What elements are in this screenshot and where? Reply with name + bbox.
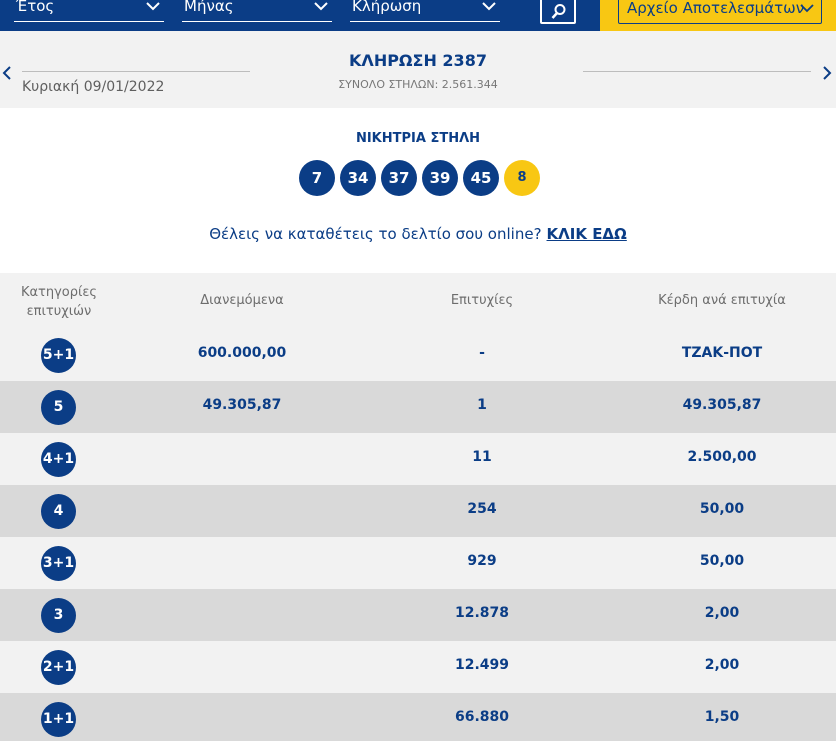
- archive-panel: Αρχείο Αποτελεσμάτων: [600, 0, 836, 31]
- table-row: 3 12.878 2,00: [0, 589, 836, 641]
- chevron-down-icon: [146, 2, 160, 11]
- year-dropdown-label: Έτος: [16, 0, 55, 15]
- chevron-right-icon[interactable]: [822, 66, 832, 80]
- draw-date: Κυριακή 09/01/2022: [22, 79, 165, 95]
- table-row: 5 49.305,87 1 49.305,87: [0, 381, 836, 433]
- table-row: 4+1 11 2.500,00: [0, 433, 836, 485]
- draw-dropdown[interactable]: Κλήρωση: [350, 0, 500, 22]
- winning-title: ΝΙΚΗΤΡΙΑ ΣΤΗΛΗ: [355, 131, 481, 146]
- header-distributed: Διανεμόμενα: [200, 293, 284, 308]
- distributed-cell: 49.305,87: [202, 397, 282, 413]
- draw-header: Κυριακή 09/01/2022 ΚΛΗΡΩΣΗ 2387 ΣΥΝΟΛΟ Σ…: [0, 31, 836, 108]
- chevron-down-icon: [314, 2, 328, 11]
- prize-cell: 2,00: [704, 657, 740, 673]
- category-badge: 3+1: [41, 546, 76, 581]
- prize-cell: 50,00: [699, 501, 745, 517]
- winners-cell: 11: [472, 449, 492, 465]
- prize-cell: ΤΖΑΚ-ΠΟΤ: [681, 345, 763, 361]
- promo-text: Θέλεις να καταθέτεις το δελτίο σου onlin…: [209, 225, 542, 243]
- winners-cell: 929: [467, 553, 497, 569]
- table-row: 2+1 12.499 2,00: [0, 641, 836, 693]
- prize-cell: 50,00: [699, 553, 745, 569]
- prize-cell: 2,00: [704, 605, 740, 621]
- search-button[interactable]: [540, 0, 576, 24]
- archive-dropdown[interactable]: Αρχείο Αποτελεσμάτων: [618, 0, 822, 24]
- category-badge: 2+1: [41, 650, 76, 685]
- prize-cell: 2.500,00: [687, 449, 757, 465]
- winners-cell: 254: [467, 501, 497, 517]
- winners-cell: 12.499: [454, 657, 510, 673]
- draw-dropdown-label: Κλήρωση: [352, 0, 422, 15]
- promo-link[interactable]: ΚΛΙΚ ΕΔΩ: [546, 225, 627, 243]
- winners-cell: 66.880: [454, 709, 510, 725]
- header-prize: Κέρδη ανά επιτυχία: [658, 293, 786, 308]
- bonus-ball: 8: [504, 160, 540, 196]
- draw-total-columns: ΣΥΝΟΛΟ ΣΤΗΛΩΝ: 2.561.344: [338, 78, 498, 91]
- divider-right: [583, 71, 811, 72]
- month-dropdown[interactable]: Μήνας: [182, 0, 332, 22]
- category-badge: 3: [41, 598, 76, 633]
- prize-cell: 49.305,87: [682, 397, 762, 413]
- winning-ball: 7: [299, 160, 335, 196]
- prize-cell: 1,50: [704, 709, 740, 725]
- month-dropdown-label: Μήνας: [184, 0, 234, 15]
- category-badge: 4: [41, 494, 76, 529]
- chevron-down-icon: [800, 4, 814, 13]
- winners-cell: 12.878: [454, 605, 510, 621]
- header-category: Κατηγορίες επιτυχιών: [20, 285, 98, 319]
- table-row: 4 254 50,00: [0, 485, 836, 537]
- winning-ball: 37: [381, 160, 417, 196]
- winning-ball: 45: [463, 160, 499, 196]
- chevron-left-icon[interactable]: [2, 66, 12, 80]
- category-badge: 4+1: [41, 442, 76, 477]
- table-header: Κατηγορίες επιτυχιών Διανεμόμενα Επιτυχί…: [0, 273, 836, 329]
- header-winners: Επιτυχίες: [450, 293, 514, 308]
- archive-dropdown-label: Αρχείο Αποτελεσμάτων: [627, 0, 805, 17]
- distributed-cell: 600.000,00: [197, 345, 287, 361]
- winning-numbers-section: ΝΙΚΗΤΡΙΑ ΣΤΗΛΗ 7 34 37 39 45 8 Θέλεις να…: [0, 108, 836, 273]
- table-row: 3+1 929 50,00: [0, 537, 836, 589]
- draw-title: ΚΛΗΡΩΣΗ 2387: [349, 51, 487, 70]
- year-dropdown[interactable]: Έτος: [14, 0, 164, 22]
- table-row: 1+1 66.880 1,50: [0, 693, 836, 741]
- winning-ball: 34: [340, 160, 376, 196]
- category-badge: 1+1: [41, 702, 76, 737]
- winners-cell: -: [479, 345, 485, 361]
- filter-bar: Έτος Μήνας Κλήρωση Αρχείο Αποτελεσμάτων: [0, 0, 836, 31]
- category-badge: 5: [41, 390, 76, 425]
- promo-line: Θέλεις να καταθέτεις το δελτίο σου onlin…: [0, 225, 836, 243]
- winners-cell: 1: [477, 397, 487, 413]
- winning-ball: 39: [422, 160, 458, 196]
- chevron-down-icon: [482, 2, 496, 11]
- category-badge: 5+1: [41, 338, 76, 373]
- table-row: 5+1 600.000,00 - ΤΖΑΚ-ΠΟΤ: [0, 329, 836, 381]
- search-icon: [551, 4, 566, 19]
- divider-left: [22, 71, 250, 72]
